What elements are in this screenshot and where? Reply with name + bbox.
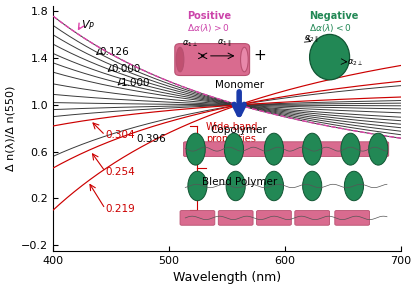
FancyBboxPatch shape [335, 211, 369, 225]
Ellipse shape [369, 133, 388, 165]
Ellipse shape [309, 35, 349, 80]
Text: $\alpha_{1\perp}$: $\alpha_{1\perp}$ [182, 38, 198, 49]
FancyBboxPatch shape [295, 211, 329, 225]
FancyBboxPatch shape [175, 44, 250, 75]
Text: 0.000: 0.000 [111, 64, 141, 74]
FancyBboxPatch shape [180, 211, 215, 225]
Ellipse shape [241, 47, 248, 72]
Ellipse shape [224, 133, 244, 165]
Ellipse shape [303, 171, 322, 201]
Ellipse shape [264, 133, 284, 165]
Text: Negative: Negative [309, 11, 358, 21]
Ellipse shape [188, 171, 207, 201]
Ellipse shape [303, 133, 322, 165]
Y-axis label: Δ n(λ)/Δ n(550): Δ n(λ)/Δ n(550) [5, 86, 15, 171]
Text: $V_P$: $V_P$ [81, 19, 95, 32]
FancyBboxPatch shape [218, 211, 253, 225]
Text: 0.304: 0.304 [105, 130, 135, 140]
Text: Positive: Positive [187, 11, 231, 21]
Text: 0.254: 0.254 [105, 166, 135, 177]
FancyBboxPatch shape [256, 211, 291, 225]
Text: Copolymer: Copolymer [211, 125, 268, 135]
Text: $\Delta\alpha(\lambda) > 0$: $\Delta\alpha(\lambda) > 0$ [187, 21, 230, 34]
Ellipse shape [344, 171, 364, 201]
X-axis label: Wavelength (nm): Wavelength (nm) [173, 271, 281, 284]
FancyBboxPatch shape [183, 142, 389, 157]
Text: $\Delta\alpha(\lambda) < 0$: $\Delta\alpha(\lambda) < 0$ [309, 21, 352, 34]
Ellipse shape [226, 171, 245, 201]
Text: $\alpha_{2\parallel}$: $\alpha_{2\parallel}$ [304, 35, 318, 46]
Text: $\alpha_{2\perp}$: $\alpha_{2\perp}$ [347, 58, 363, 68]
Text: 0.126: 0.126 [100, 47, 129, 57]
Text: 0.219: 0.219 [105, 204, 135, 214]
Text: Monomer: Monomer [215, 80, 264, 90]
Text: 0.396: 0.396 [136, 134, 166, 144]
Text: 1.000: 1.000 [121, 78, 150, 88]
Text: Blend Polymer: Blend Polymer [201, 177, 277, 187]
Ellipse shape [264, 171, 284, 201]
Ellipse shape [186, 133, 205, 165]
Text: Wide-band
properties: Wide-band properties [206, 122, 259, 144]
Ellipse shape [341, 133, 360, 165]
Ellipse shape [176, 47, 184, 72]
Text: +: + [254, 48, 266, 64]
Text: $\alpha_{1\parallel}$: $\alpha_{1\parallel}$ [216, 38, 231, 49]
